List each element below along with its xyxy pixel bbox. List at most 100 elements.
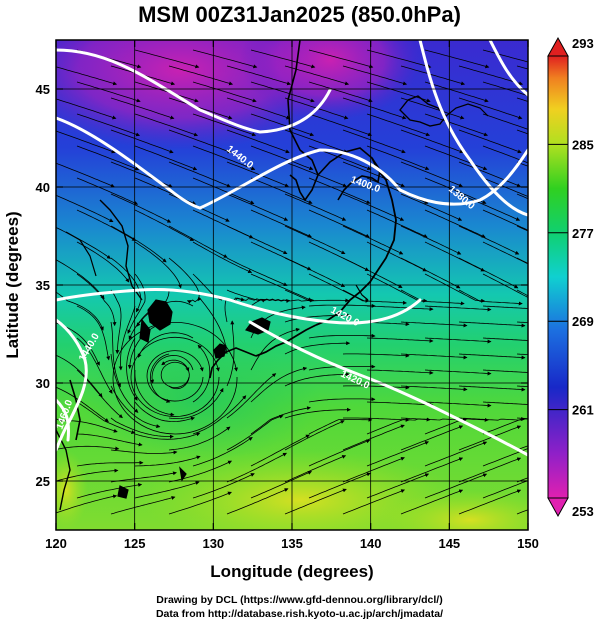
streamline <box>284 420 345 451</box>
streamline <box>56 66 118 86</box>
streamline <box>76 460 144 467</box>
streamline <box>134 481 200 499</box>
streamline <box>168 129 232 154</box>
streamline <box>308 273 370 303</box>
warm-air-region-east <box>380 490 528 530</box>
x-tick-label: 145 <box>438 536 460 551</box>
streamline <box>482 49 528 63</box>
y-tick-label: 25 <box>36 474 50 489</box>
streamline <box>342 424 405 451</box>
streamline <box>226 373 277 419</box>
streamline <box>134 81 199 103</box>
colorbar-scale <box>547 55 569 499</box>
y-axis-ticks: 25 30 35 40 45 <box>36 82 528 489</box>
streamline <box>424 145 488 171</box>
streamline <box>250 273 313 301</box>
streamline <box>226 129 290 154</box>
streamline <box>482 448 528 467</box>
streamline <box>284 257 346 287</box>
streamline <box>458 161 521 188</box>
streamline <box>458 225 520 255</box>
streamline <box>250 406 311 435</box>
credit-drawing: Drawing by DCL (https://www.gfd-dennou.o… <box>156 594 443 606</box>
streamline <box>76 145 140 171</box>
streamline <box>308 439 371 467</box>
streamline <box>366 401 434 407</box>
coastlines <box>56 40 489 511</box>
streamline <box>400 161 463 188</box>
colorbar-min-arrow <box>547 497 569 518</box>
streamline <box>56 445 120 451</box>
x-tick-label: 130 <box>202 536 224 551</box>
streamline <box>516 193 528 200</box>
vortex-streamline <box>130 336 220 417</box>
streamline <box>134 369 175 417</box>
streamline <box>76 482 143 499</box>
streamline <box>400 65 466 86</box>
streamline <box>250 471 313 499</box>
streamline <box>168 65 234 86</box>
streamline <box>168 161 231 188</box>
streamline <box>250 366 308 403</box>
streamline <box>366 145 430 171</box>
streamline <box>192 49 258 69</box>
streamline <box>400 489 464 515</box>
streamline <box>400 225 462 255</box>
streamline <box>192 473 255 499</box>
streamline <box>192 344 211 403</box>
streamline <box>226 414 284 451</box>
streamline <box>76 241 130 283</box>
streamline <box>76 273 117 327</box>
streamline <box>110 353 139 413</box>
vortex-streamline <box>160 361 190 388</box>
streamline <box>284 372 351 387</box>
streamline <box>56 291 104 331</box>
x-tick-label: 140 <box>360 536 382 551</box>
streamline <box>482 81 528 97</box>
x-tick-label: 125 <box>124 536 146 551</box>
streamline <box>284 488 347 515</box>
colorbar-tick-label: 269 <box>572 314 594 329</box>
streamline <box>250 81 315 103</box>
streamline <box>366 337 434 343</box>
streamline <box>110 289 122 355</box>
streamline <box>168 257 200 304</box>
y-tick-label: 30 <box>36 376 50 391</box>
streamline <box>308 397 376 403</box>
streamline <box>308 209 370 238</box>
streamline <box>226 97 291 120</box>
streamline <box>250 145 314 171</box>
streamline <box>56 162 115 188</box>
y-tick-label: 45 <box>36 82 50 97</box>
streamline <box>424 417 489 435</box>
streamline <box>192 81 257 103</box>
streamline <box>458 353 526 360</box>
streamline <box>284 129 348 154</box>
streamline <box>110 129 174 154</box>
streamline <box>284 341 351 355</box>
streamline <box>192 145 256 171</box>
streamline <box>226 225 288 255</box>
streamline <box>458 97 523 120</box>
streamline <box>168 460 233 483</box>
y-tick-label: 35 <box>36 278 50 293</box>
streamline <box>134 209 194 241</box>
streamline <box>458 289 523 306</box>
lat-lon-grid <box>56 40 528 530</box>
streamline <box>110 225 167 263</box>
streamline <box>482 241 528 265</box>
streamline <box>134 241 182 289</box>
streamline <box>400 457 464 483</box>
streamline <box>134 432 201 440</box>
streamline <box>516 289 528 297</box>
streamline <box>400 385 468 392</box>
y-axis-title: Latitude (degrees) <box>3 211 22 358</box>
cold-air-region-east <box>240 40 420 120</box>
streamline <box>134 113 199 137</box>
streamline <box>366 113 431 137</box>
streamline <box>250 434 310 467</box>
warm-air-region <box>140 450 460 530</box>
streamline <box>424 401 492 408</box>
streamline <box>458 321 526 328</box>
streamline <box>424 369 492 376</box>
